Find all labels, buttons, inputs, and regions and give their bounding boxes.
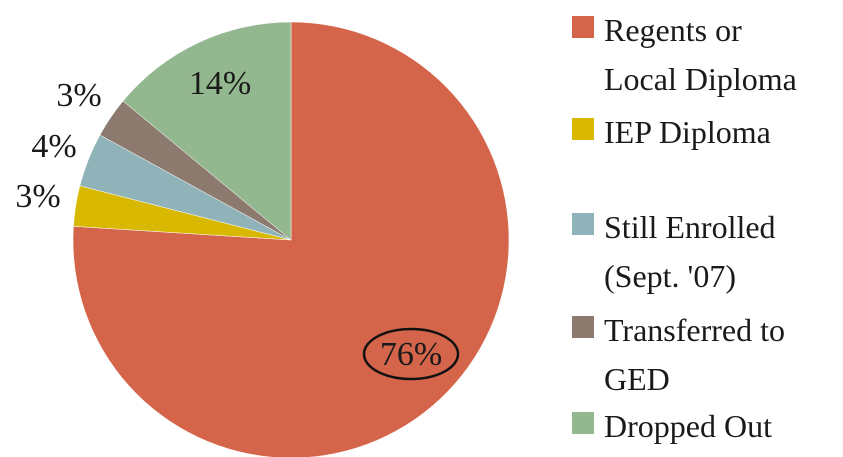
legend: Regents or Local Diploma IEP Diploma Still … [572,12,797,444]
legend-swatch-4 [572,316,594,338]
highlight-ellipse [362,327,460,381]
pie-value-label-1: 76% [380,336,442,373]
pie-value-label-3: 4% [31,128,76,165]
legend-swatch-5 [572,412,594,434]
legend-label-5-line-1: Dropped Out [604,408,772,444]
legend-swatch-2 [572,118,594,140]
pie-value-label-4: 3% [56,77,101,114]
legend-label-3-line-2: (Sept. '07) [604,258,736,294]
pie-slices [72,21,510,457]
legend-label-4-line-1: Transferred to [604,312,785,348]
legend-swatch-1 [572,16,594,38]
pie-slice-5 [122,21,292,241]
pie-value-label-5: 14% [189,65,251,102]
legend-label-2-line-1: IEP Diploma [604,114,771,150]
legend-label-3-line-1: Still Enrolled [604,209,776,245]
legend-label-1-line-2: Local Diploma [604,61,797,97]
pie-value-labels: 76% 3% 4% 3% 14% [15,65,460,381]
pie-value-label-2: 3% [15,178,60,215]
legend-swatch-3 [572,213,594,235]
legend-label-4-line-2: GED [604,361,670,397]
legend-label-1-line-1: Regents or [604,12,742,48]
